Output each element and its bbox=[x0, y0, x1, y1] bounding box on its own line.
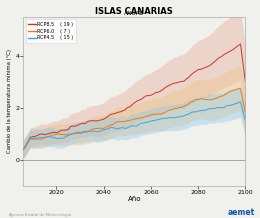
Y-axis label: Cambio de la temperatura mínima (°C): Cambio de la temperatura mínima (°C) bbox=[7, 49, 12, 153]
Text: aemet: aemet bbox=[228, 208, 255, 217]
Title: ISLAS CANARIAS: ISLAS CANARIAS bbox=[95, 7, 173, 16]
Legend: RCP8.5    ( 19 ), RCP6.0    ( 7 ), RCP4.5    ( 15 ): RCP8.5 ( 19 ), RCP6.0 ( 7 ), RCP4.5 ( 15… bbox=[26, 19, 76, 43]
Text: ANUAL: ANUAL bbox=[124, 11, 144, 16]
X-axis label: Año: Año bbox=[128, 196, 141, 202]
Text: Agencia Estatal de Meteorología: Agencia Estatal de Meteorología bbox=[8, 213, 71, 217]
